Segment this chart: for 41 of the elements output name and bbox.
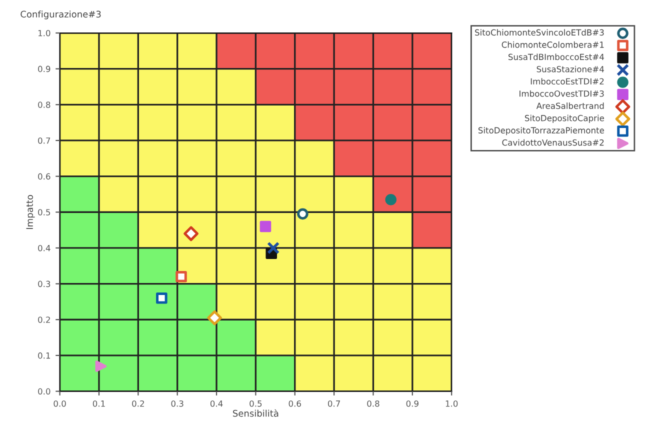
legend-label: ChiomonteColombera#1 [502,41,604,48]
point [176,270,187,282]
point [95,360,107,372]
legend-label: ImboccoOvestTDI#3 [520,90,604,97]
point [260,220,272,232]
x-tick-label: 0.4 [210,400,223,407]
legend-label: SusaTdBImboccoEst#4 [508,54,604,60]
x-tick-label: 0.8 [367,400,380,407]
legend-label: SitoDepositoCaprie [524,114,604,123]
x-tick-label: 0.2 [132,400,144,407]
legend-label: AreaSalbertrand [536,102,604,110]
y-tick-label: 0.1 [38,352,50,359]
x-axis-title: Sensibilità [233,409,278,417]
y-tick-label: 0.7 [38,137,50,144]
y-tick-label: 0.8 [38,102,50,108]
y-axis-title: Impatto [26,194,35,229]
point [267,242,280,254]
legend-label: SusaStazione#4 [536,66,604,72]
x-tick-label: 0.6 [288,400,301,407]
y-tick-label: 0.2 [38,316,50,323]
x-tick-label: 0.1 [92,400,105,407]
x-tick-label: 0.3 [171,400,184,407]
x-tick-label: 0.0 [54,400,66,407]
x-tick-label: 0.9 [406,400,418,407]
x-tick-label: 0.5 [250,400,262,407]
y-tick-label: 0.6 [38,173,50,180]
legend-label: SitoDepositoTorrazzaPiemonte [478,127,604,136]
legend-label: ImboccoEstTDI#2 [530,78,604,85]
x-tick-label: 0.7 [328,400,340,407]
legend-label: CavidottoVenausSusa#2 [502,139,604,146]
point [297,208,308,220]
y-tick-label: 1.0 [38,30,50,36]
point [207,310,222,326]
y-tick-label: 0.4 [38,244,50,252]
chart-title: Configurazione#3 [20,10,101,20]
y-tick-label: 0.5 [38,209,50,216]
x-tick-label: 1.0 [446,400,458,407]
legend-label: SitoChiomonteSvincoloETdB#3 [475,29,604,36]
y-tick-label: 0.9 [38,66,50,72]
y-tick-label: 0.0 [38,388,50,395]
y-tick-label: 0.3 [38,280,50,288]
